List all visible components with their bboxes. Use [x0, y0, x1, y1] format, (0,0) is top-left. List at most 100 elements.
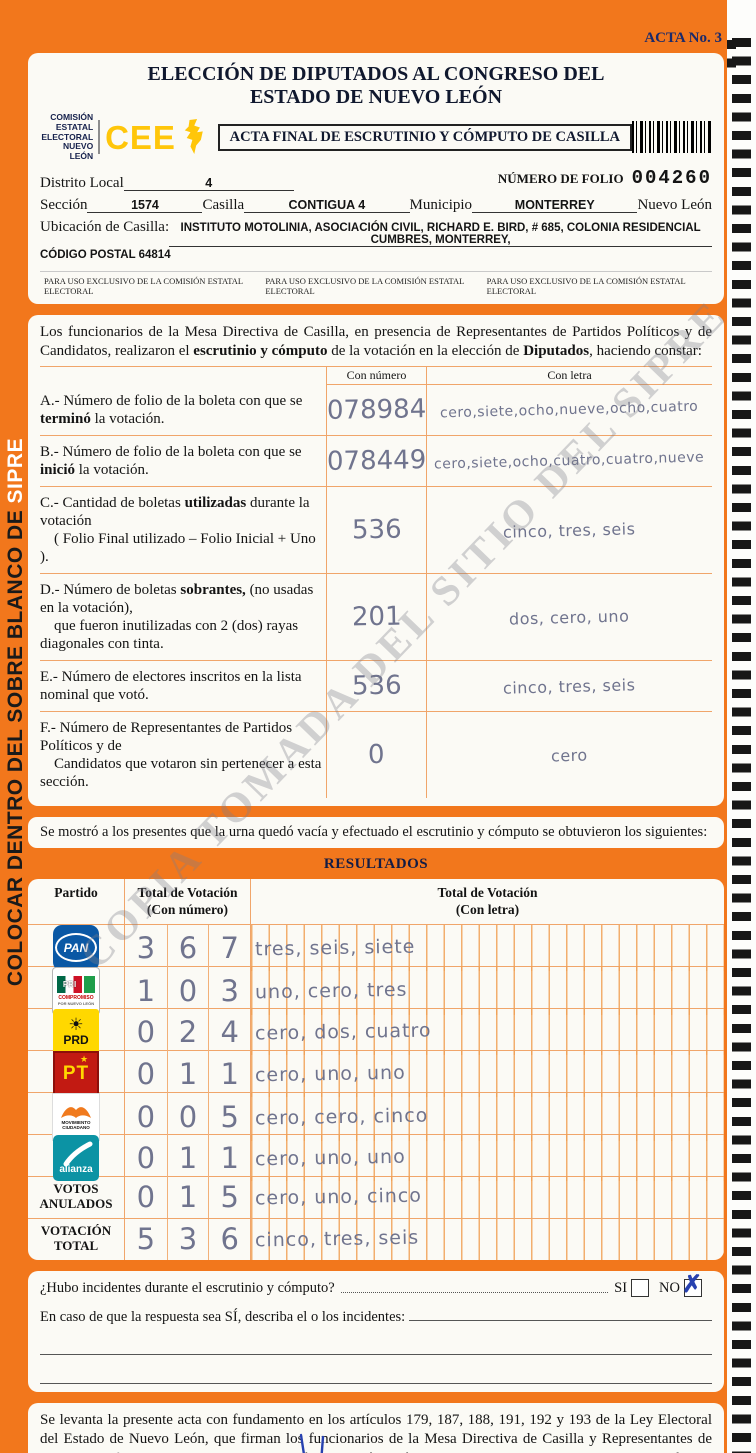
- acta-subtitle: ACTA FINAL DE ESCRUTINIO Y CÓMPUTO DE CA…: [217, 123, 633, 151]
- value-b-numero: 078449: [326, 445, 427, 478]
- nuevo-leon-outline-icon: [184, 119, 203, 155]
- escrutinio-intro: Los funcionarios de la Mesa Directiva de…: [40, 323, 712, 359]
- seccion-value: 1574: [87, 198, 203, 213]
- folio-label: NÚMERO DE FOLIO: [497, 170, 624, 186]
- incidents-question: ¿Hubo incidentes durante el escrutinio y…: [40, 1279, 335, 1296]
- pri-votes-letra: uno, cero, tres: [254, 978, 408, 1004]
- binding-dashes-double: [727, 40, 736, 68]
- barcode: [632, 121, 712, 154]
- escrutinio-row-c: C.- Cantidad de boletas utilizadas duran…: [40, 487, 712, 575]
- spine-text-highlight: SIPRE: [4, 437, 27, 504]
- folio-number: 004260: [631, 166, 712, 189]
- legal-text: Se levanta la presente acta con fundamen…: [40, 1411, 712, 1453]
- escrutinio-table: Con número Con letra A.- Número de folio…: [40, 366, 712, 799]
- pt-votes-letra: cero, uno, uno: [254, 1061, 406, 1087]
- results-heading: RESULTADOS: [323, 856, 429, 873]
- municipio-value: MONTERREY: [472, 198, 638, 213]
- nueva-alianza-logo: alianza: [53, 1134, 99, 1181]
- ubicacion-label: Ubicación de Casilla:: [40, 218, 170, 235]
- prd-logo: ☀ PRD: [53, 1008, 99, 1055]
- value-e-numero: 536: [351, 670, 402, 702]
- alianza-check-icon: [63, 1141, 93, 1167]
- value-d-letra: dos, cero, uno: [509, 606, 630, 629]
- col-total-numero: Total de Votación (Con número): [124, 879, 250, 924]
- col-con-letra: Con letra: [426, 367, 712, 386]
- col-total-letra: Total de Votación (Con letra): [250, 879, 724, 924]
- votos-anulados-label: VOTOS ANULADOS: [39, 1181, 113, 1212]
- ubicacion-value-line1: INSTITUTO MOTOLINIA, ASOCIACIÓN CIVIL, R…: [169, 222, 712, 247]
- seccion-label: Sección: [40, 196, 88, 213]
- incidents-describe-label: En caso de que la respuesta sea SÍ, desc…: [40, 1308, 406, 1325]
- casilla-value: CONTIGUA 4: [244, 198, 410, 213]
- value-f-letra: cero: [550, 745, 589, 766]
- si-checkbox[interactable]: [631, 1278, 650, 1297]
- incidents-blank-line-1: [40, 1329, 712, 1355]
- incidents-section: ¿Hubo incidentes durante el escrutinio y…: [28, 1270, 724, 1392]
- folio-row: NÚMERO DE FOLIO 004260: [40, 167, 712, 189]
- pan-logo: PAN: [53, 924, 99, 971]
- no-checkmark: ✗: [682, 1271, 703, 1298]
- prd-votes-letra: cero, dos, cuatro: [254, 1019, 432, 1045]
- exclusive-use-strip: PARA USO EXCLUSIVO DE LA COMISIÓN ESTATA…: [40, 270, 712, 296]
- escrutinio-row-f: F.- Número de Representantes de Partidos…: [40, 712, 712, 799]
- movimiento-ciudadano-logo: MOVIMIENTO CIUDADANO: [52, 1092, 100, 1141]
- value-a-letra: cero,siete,ocho,nueve,ocho,cuatro: [440, 398, 699, 422]
- acta-number-value: 3: [714, 30, 723, 46]
- ubicacion-value-line2: CÓDIGO POSTAL 64814: [40, 248, 171, 261]
- value-c-numero: 536: [351, 514, 402, 546]
- acta-number: ACTA No. 3: [28, 30, 724, 47]
- value-c-letra: cinco, tres, seis: [503, 519, 636, 542]
- pan-votes-letra: tres, seis, siete: [254, 935, 416, 961]
- legal-section: Se levanta la presente acta con fundamen…: [28, 1402, 724, 1453]
- anulados-votes-letra: cero, uno, cinco: [254, 1184, 423, 1210]
- votacion-total-label: VOTACIÓN TOTAL: [40, 1223, 112, 1254]
- alianza-votes-letra: cero, uno, uno: [254, 1145, 406, 1171]
- seccion-row: Sección 1574 Casilla CONTIGUA 4 Municipi…: [40, 197, 712, 214]
- distrito-value: 4: [123, 176, 294, 191]
- cee-org-name: COMISIÓN ESTATAL ELECTORAL NUEVO LEÓN: [41, 112, 94, 162]
- no-label: NO: [659, 1279, 680, 1296]
- value-b-letra: cero,siete,ocho,cuatro,cuatro,nueve: [434, 449, 705, 473]
- incidents-describe-line: [409, 1306, 712, 1321]
- ubicacion-row: Ubicación de Casilla: INSTITUTO MOTOLINI…: [40, 219, 712, 247]
- distrito-row: Distrito Local 4: [40, 175, 712, 192]
- page-title: ELECCIÓN DE DIPUTADOS AL CONGRESO DEL ES…: [40, 63, 712, 109]
- cee-logo: COMISIÓN ESTATAL ELECTORAL NUEVO LEÓN CE…: [40, 112, 204, 162]
- mc-eagle-icon: [61, 1106, 91, 1118]
- binding-strip: [727, 0, 756, 1453]
- pri-compromiso-logo: PRI COMPROMISO POR NUEVO LEÓN: [52, 966, 100, 1015]
- casilla-label: Casilla: [202, 196, 245, 213]
- escrutinio-row-e: E.- Número de electores inscritos en la …: [40, 661, 712, 713]
- cee-acronym: CEE: [105, 118, 176, 156]
- col-con-numero: Con número: [326, 367, 426, 386]
- escrutinio-section: Los funcionarios de la Mesa Directiva de…: [28, 314, 724, 807]
- pt-logo: ★ PT: [53, 1050, 99, 1097]
- results-table: Partido Total de Votación (Con número) To…: [28, 879, 724, 1260]
- value-e-letra: cinco, tres, seis: [503, 675, 636, 698]
- incidents-blank-line-2: [40, 1358, 712, 1384]
- header-section: ELECCIÓN DE DIPUTADOS AL CONGRESO DEL ES…: [28, 53, 724, 304]
- escrutinio-row-b: B.- Número de folio de la boleta con que…: [40, 436, 712, 488]
- cee-logo-divider: [98, 120, 101, 155]
- value-a-numero: 078984: [326, 394, 427, 427]
- binding-dashes: [732, 38, 751, 1453]
- estado-label: Nuevo León: [637, 196, 712, 213]
- page-title-line2: ESTADO DE NUEVO LEÓN: [249, 86, 503, 108]
- distrito-label: Distrito Local: [40, 174, 124, 191]
- no-checkbox[interactable]: ✗: [682, 1272, 702, 1298]
- escrutinio-row-d: D.- Número de boletas sobrantes, (no usa…: [40, 574, 712, 662]
- value-d-numero: 201: [351, 601, 402, 633]
- si-label: SI: [614, 1279, 628, 1296]
- urna-note: Se mostró a los presentes que la urna qu…: [28, 817, 724, 849]
- col-partido: Partido: [54, 885, 98, 901]
- spine-text: COLOCAR DENTRO DEL SOBRE BLANCO DE SIPRE: [4, 438, 28, 986]
